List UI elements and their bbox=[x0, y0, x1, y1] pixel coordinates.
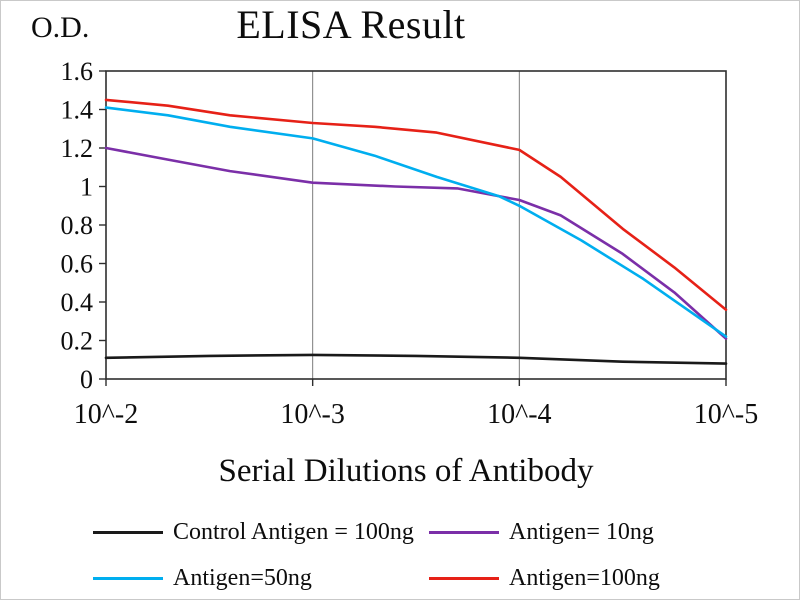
legend-item-control-antigen: Control Antigen = 100ng bbox=[93, 519, 414, 546]
legend-label: Control Antigen = 100ng bbox=[173, 519, 414, 545]
series-line-1 bbox=[104, 146, 728, 340]
series-line-3 bbox=[104, 98, 728, 312]
y-axis-label: O.D. bbox=[31, 11, 90, 44]
y-tick-label: 0.2 bbox=[61, 327, 94, 356]
y-tick-label: 1.4 bbox=[61, 96, 94, 125]
legend-line-swatch-10ng bbox=[429, 531, 499, 534]
legend-label: Antigen=50ng bbox=[173, 565, 312, 591]
legend-item-antigen-50ng: Antigen=50ng bbox=[93, 565, 312, 592]
series-line-0 bbox=[104, 353, 728, 365]
x-tick-label: 10^-2 bbox=[74, 399, 138, 430]
legend-line-swatch-50ng bbox=[93, 577, 163, 580]
y-tick-label: 1 bbox=[80, 173, 93, 202]
legend-label: Antigen= 10ng bbox=[509, 519, 654, 545]
y-tick-label: 0.6 bbox=[61, 250, 94, 279]
x-tick-label: 10^-3 bbox=[280, 399, 344, 430]
legend-label: Antigen=100ng bbox=[509, 565, 660, 591]
legend-line-swatch-100ng bbox=[429, 577, 499, 580]
legend-line-swatch-control bbox=[93, 531, 163, 534]
legend-item-antigen-10ng: Antigen= 10ng bbox=[429, 519, 654, 546]
series-line-2 bbox=[104, 106, 728, 338]
legend-item-antigen-100ng: Antigen=100ng bbox=[429, 565, 660, 592]
y-tick-label: 1.6 bbox=[61, 57, 94, 86]
chart-title: ELISA Result bbox=[236, 2, 466, 47]
plot-border bbox=[105, 70, 727, 380]
x-tick-label: 10^-5 bbox=[694, 399, 758, 430]
x-axis-label: Serial Dilutions of Antibody bbox=[218, 453, 594, 489]
y-tick-label: 0 bbox=[80, 365, 93, 394]
y-tick-label: 0.8 bbox=[61, 211, 94, 240]
y-tick-label: 0.4 bbox=[61, 288, 94, 317]
y-tick-label: 1.2 bbox=[61, 134, 94, 163]
x-tick-label: 10^-4 bbox=[487, 399, 551, 430]
